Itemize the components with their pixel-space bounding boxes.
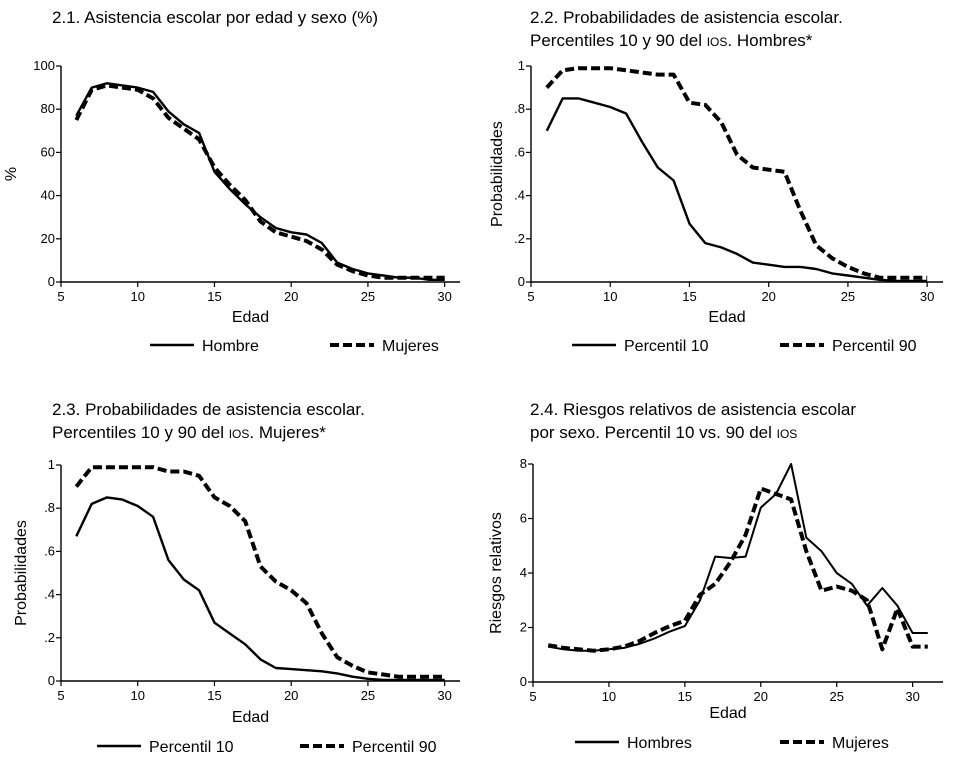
x-tick-label: 20 xyxy=(284,688,298,703)
axis-lines xyxy=(530,66,943,283)
legend-label: Percentil 10 xyxy=(624,338,709,355)
axis-lines xyxy=(60,465,460,682)
legend-label: Hombre xyxy=(202,338,259,355)
y-tick-label: 0 xyxy=(48,673,55,688)
legend-label: Percentil 90 xyxy=(832,338,917,355)
x-tick-label: 20 xyxy=(284,289,298,304)
y-axis-label: Probabilidades xyxy=(489,121,506,227)
y-axis-label: % xyxy=(3,167,20,181)
y-axis-label: Riesgos relativos xyxy=(488,512,505,634)
x-tick-label: 30 xyxy=(905,689,919,704)
series-line-mujeres xyxy=(547,486,928,653)
chart-title-line-2: Percentiles 10 y 90 del ios. Hombres* xyxy=(530,31,813,50)
series-line-mujeres xyxy=(74,83,445,280)
y-tick-label: .4 xyxy=(44,587,55,602)
y-tick-label: 80 xyxy=(41,101,55,116)
x-tick-label: 30 xyxy=(920,289,934,304)
x-tick-label: 5 xyxy=(529,689,536,704)
chart-svg: 5 10 15 20 25 30 0 2 4 6 8 Edad Riesgos relativos Hom… xyxy=(488,456,943,752)
axis-lines xyxy=(60,66,460,283)
y-tick-label: .6 xyxy=(44,543,55,558)
x-tick-label: 30 xyxy=(437,289,451,304)
x-tick-label: 10 xyxy=(602,689,616,704)
x-tick-label: 5 xyxy=(57,289,64,304)
x-tick-label: 25 xyxy=(829,689,843,704)
legend-label: Mujeres xyxy=(382,338,439,355)
x-tick-label: 5 xyxy=(527,289,534,304)
y-tick-label: 0 xyxy=(520,674,527,689)
y-tick-label: .2 xyxy=(44,630,55,645)
x-axis-label: Edad xyxy=(232,309,269,326)
series-line-hombres xyxy=(548,463,928,652)
x-tick-label: 15 xyxy=(207,688,221,703)
legend-label: Mujeres xyxy=(832,735,889,752)
x-tick-label: 10 xyxy=(130,289,144,304)
x-tick-label: 15 xyxy=(678,689,692,704)
x-tick-label: 25 xyxy=(361,289,375,304)
series-line-percentil-90 xyxy=(545,66,928,280)
legend-label: Hombres xyxy=(627,735,692,752)
x-tick-label: 20 xyxy=(761,289,775,304)
x-tick-label: 5 xyxy=(57,688,64,703)
x-axis-label: Edad xyxy=(708,309,745,326)
x-axis-label: Edad xyxy=(709,705,746,722)
chart-title-line-1: 2.3. Probabilidades de asistencia escola… xyxy=(52,400,365,419)
y-tick-label: 0 xyxy=(48,274,55,289)
series-line-percentil-10 xyxy=(545,97,928,283)
chart-title: 2.2. Probabilidades de asistencia escola… xyxy=(530,6,843,54)
x-tick-label: 10 xyxy=(130,688,144,703)
legend-label: Percentil 10 xyxy=(149,739,234,756)
y-tick-label: 20 xyxy=(41,231,55,246)
chart-panel-riesgos-relativos: 2.4. Riesgos relativos de asistencia esc… xyxy=(488,383,976,766)
y-tick-label: .8 xyxy=(44,500,55,515)
y-tick-label: 8 xyxy=(520,456,527,471)
x-tick-label: 25 xyxy=(841,289,855,304)
series-line-hombre xyxy=(75,82,445,281)
x-tick-label: 10 xyxy=(603,289,617,304)
chart-panel-probabilidades-mujeres: 2.3. Probabilidades de asistencia escola… xyxy=(0,383,488,766)
chart-title-line-2: Percentiles 10 y 90 del ios. Mujeres* xyxy=(52,423,326,442)
x-axis-label: Edad xyxy=(232,709,269,726)
x-tick-label: 15 xyxy=(207,289,221,304)
y-axis-label: Probabilidades xyxy=(13,520,30,626)
chart-svg: 5 10 15 20 25 30 0 20 40 60 80 100 Edad% Hombre Mujere… xyxy=(3,58,460,355)
y-tick-label: .8 xyxy=(514,101,525,116)
chart-title-line-2: por sexo. Percentil 10 vs. 90 del ios xyxy=(530,423,798,442)
chart-panel-asistencia-sexo: 2.1. Asistencia escolar por edad y sexo … xyxy=(0,0,488,383)
series-line-percentil-90 xyxy=(74,465,445,679)
y-tick-label: .4 xyxy=(514,188,525,203)
y-tick-label: 2 xyxy=(520,620,527,635)
x-tick-label: 30 xyxy=(437,688,451,703)
y-tick-label: 1 xyxy=(48,457,55,472)
legend-label: Percentil 90 xyxy=(352,739,437,756)
chart-title: 2.3. Probabilidades de asistencia escola… xyxy=(52,398,365,446)
y-tick-label: 60 xyxy=(41,144,55,159)
y-tick-label: 4 xyxy=(520,565,527,580)
chart-svg: 5 10 15 20 25 30 0 .2 .4 .6 .8 1 Edad Probabilidades P… xyxy=(13,457,460,756)
chart-title-line-1: 2.4. Riesgos relativos de asistencia esc… xyxy=(530,400,856,419)
chart-svg: 5 10 15 20 25 30 0 .2 .4 .6 .8 1 Edad Probabilidades P… xyxy=(489,58,943,355)
y-tick-label: 1 xyxy=(518,58,525,73)
y-tick-label: 100 xyxy=(33,58,55,73)
y-tick-label: 0 xyxy=(518,274,525,289)
chart-panel-probabilidades-hombres: 2.2. Probabilidades de asistencia escola… xyxy=(488,0,976,383)
y-tick-label: .2 xyxy=(514,231,525,246)
y-tick-label: 40 xyxy=(41,188,55,203)
x-tick-label: 15 xyxy=(682,289,696,304)
y-tick-label: .6 xyxy=(514,144,525,159)
series-line-percentil-10 xyxy=(75,496,445,682)
y-tick-label: 6 xyxy=(520,511,527,526)
x-tick-label: 25 xyxy=(361,688,375,703)
chart-title: 2.4. Riesgos relativos de asistencia esc… xyxy=(530,398,856,446)
chart-title-line-1: 2.2. Probabilidades de asistencia escola… xyxy=(530,8,843,27)
chart-title-line-1: 2.1. Asistencia escolar por edad y sexo … xyxy=(52,8,378,27)
x-tick-label: 20 xyxy=(754,689,768,704)
chart-title: 2.1. Asistencia escolar por edad y sexo … xyxy=(52,6,378,29)
